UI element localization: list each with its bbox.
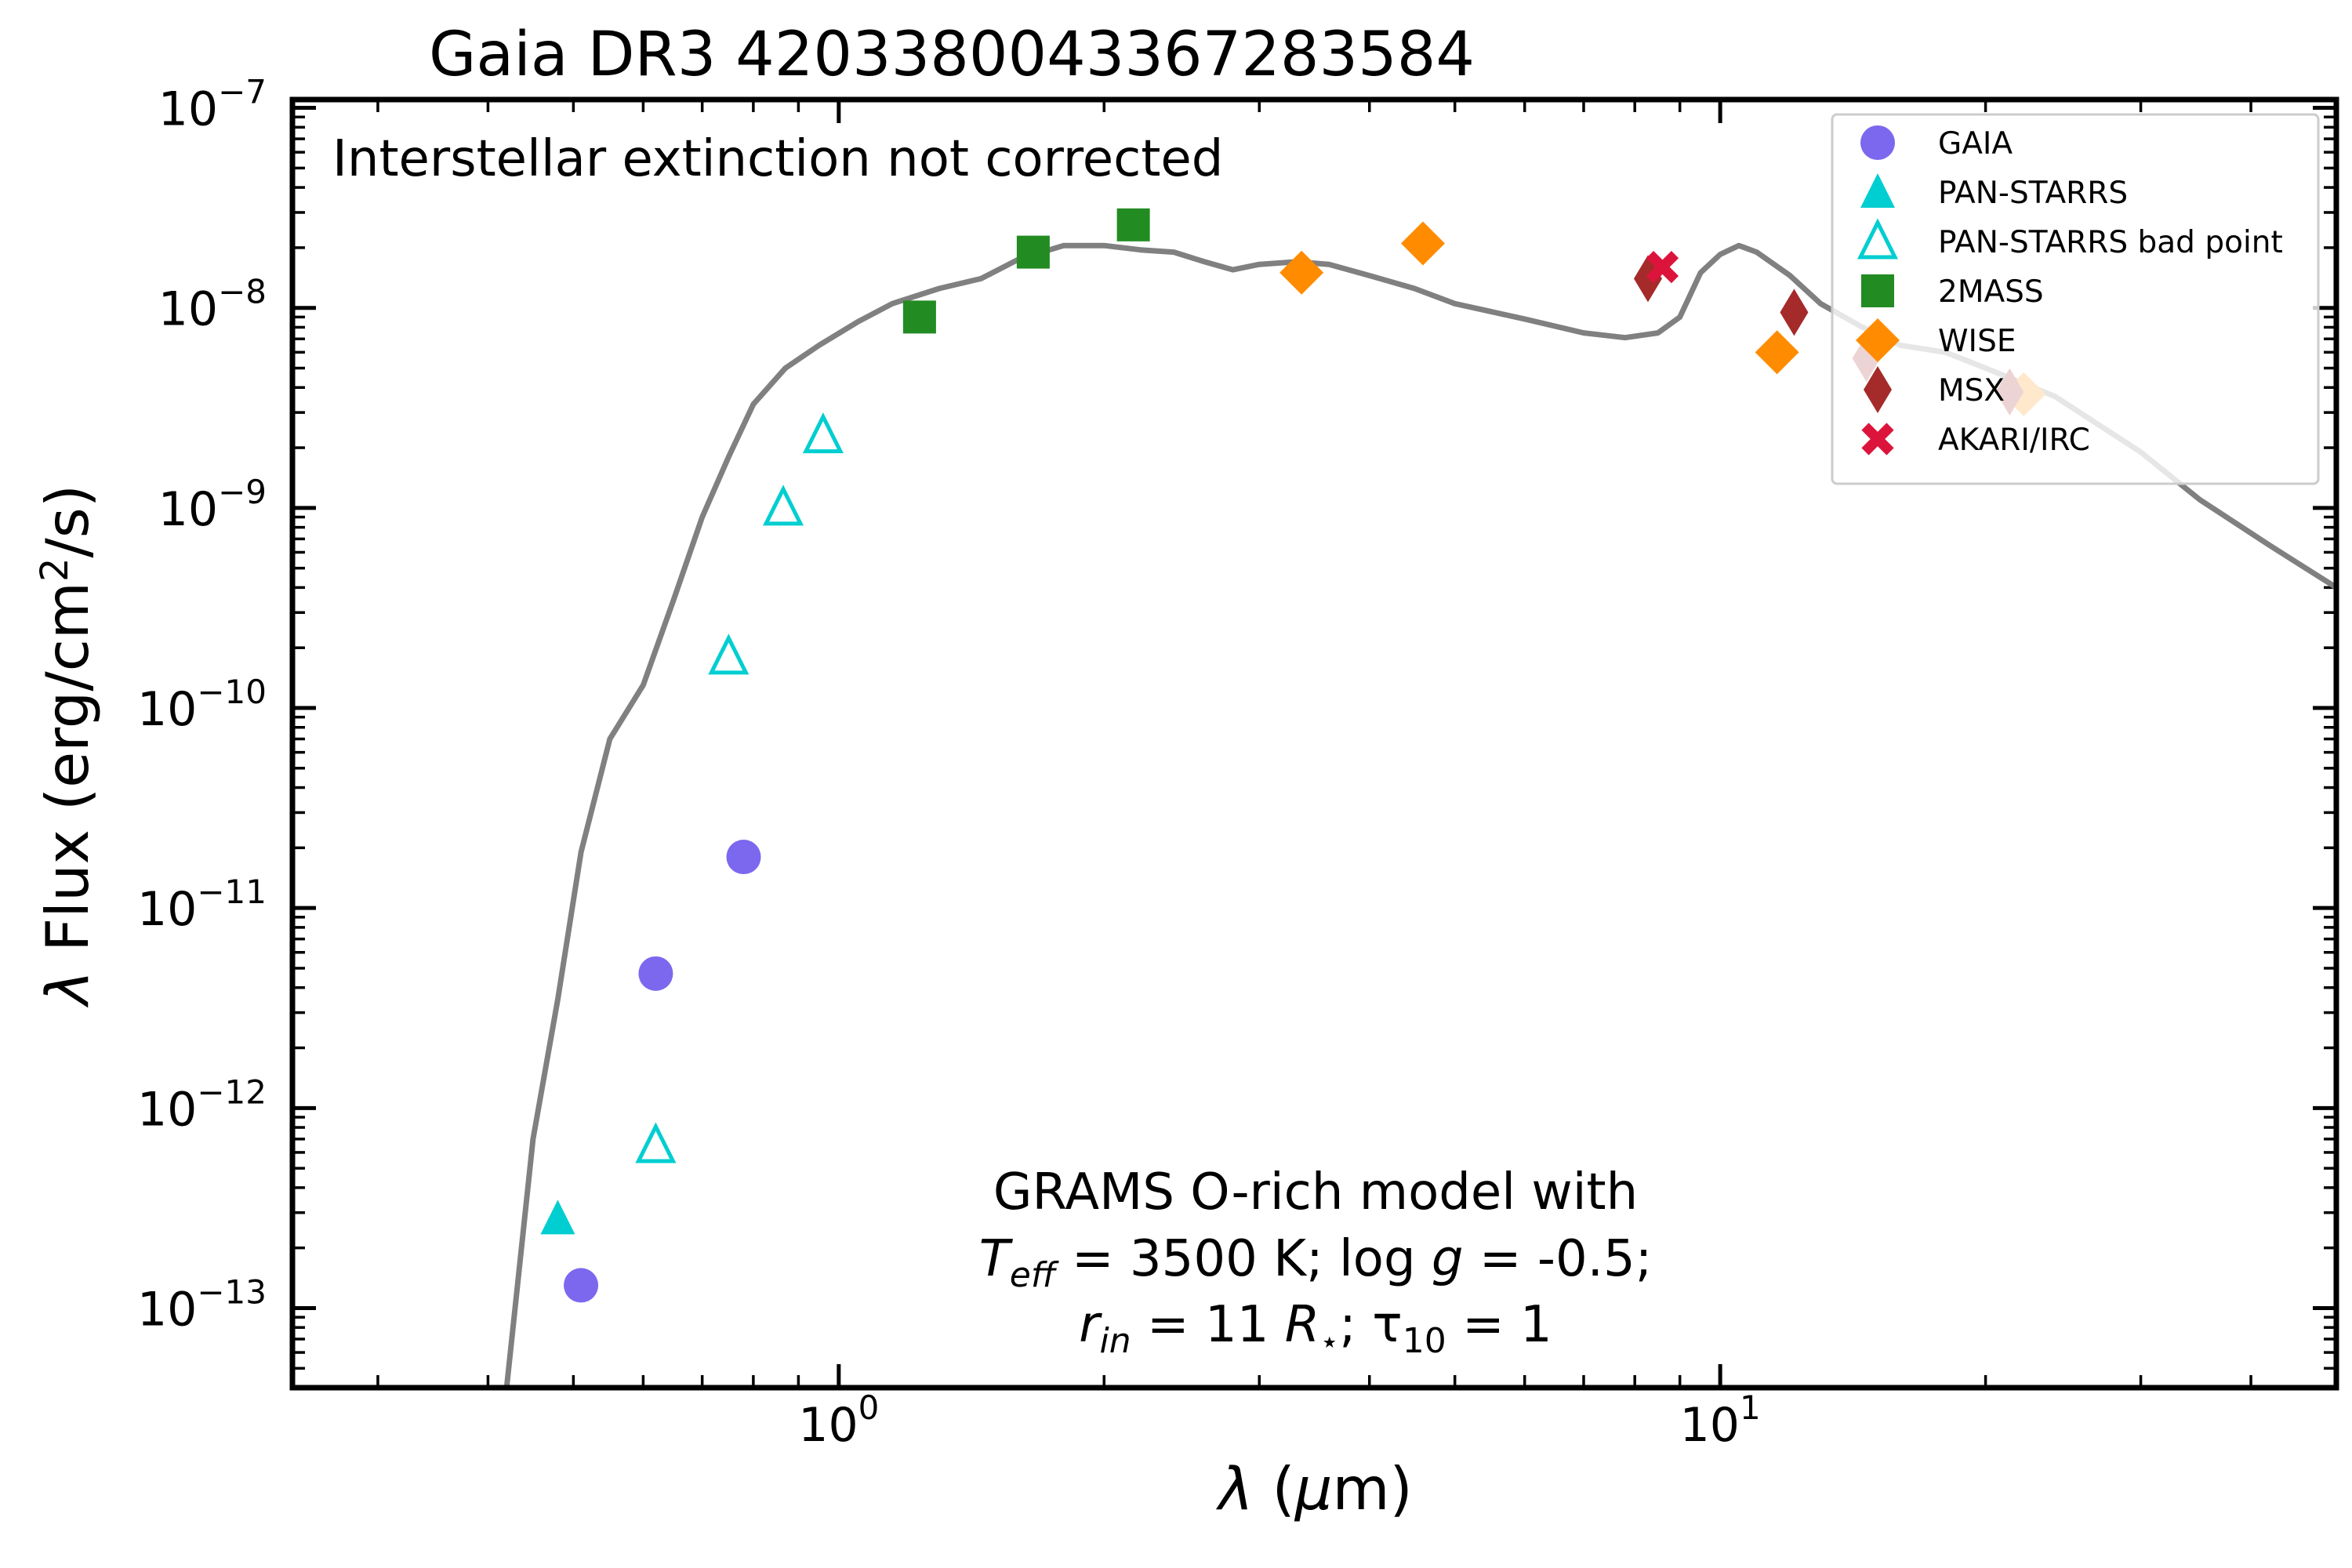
pan-starrs-bad-point-point (708, 633, 750, 675)
tick-labels: 100 101 10−7 10−8 10−9 10−10 10−11 10−12 10−13 (137, 73, 1761, 1453)
model-description-line1: GRAMS O-rich model with (993, 1163, 1638, 1221)
y-tick-label: 10−12 (137, 1073, 267, 1137)
wise-point (1755, 330, 1799, 375)
model-description: GRAMS O-rich model with Teff = 3500 K; l… (979, 1163, 1653, 1361)
pan-starrs-bad-point-point (635, 1122, 677, 1163)
legend-marker-msx (1864, 366, 1892, 413)
pan-starrs-bad-point-point (802, 412, 844, 454)
legend-label-pan-starrs: PAN-STARRS (1938, 176, 2128, 211)
y-tick-label: 10−8 (158, 273, 267, 337)
2mass-point (1116, 208, 1150, 241)
legend-label-wise: WISE (1938, 324, 2016, 359)
legend-marker-pan-starrs-bad-point (1857, 218, 1899, 260)
legend-marker-gaia (1860, 125, 1895, 160)
legend-marker-akari-irc (1861, 423, 1894, 456)
y-tick-label: 10−10 (137, 673, 267, 737)
wise-point (1400, 221, 1445, 266)
legend-marker-wise (1856, 318, 1900, 362)
chart-title: Gaia DR3 4203380043367283584 (429, 20, 1475, 90)
legend-marker-pan-starrs (1860, 173, 1895, 208)
akari-irc-point (1646, 251, 1679, 284)
legend-box (1831, 113, 2320, 485)
legend-label-2mass: 2MASS (1938, 274, 2044, 310)
msx-point (1780, 289, 1809, 336)
y-axis-label: λ Flux (erg/cm2/s) (33, 485, 102, 1008)
msx-point (1633, 255, 1662, 303)
legend-marker-2mass (1861, 274, 1894, 307)
legend-label-msx: MSX (1938, 373, 2005, 408)
model-description-line3: rin = 11 R⋆; τ10 = 1 (1079, 1296, 1552, 1361)
legend-label-pan-starrs-bad-point: PAN-STARRS bad point (1938, 225, 2283, 260)
x-axis-label: λ (μm) (1215, 1454, 1413, 1523)
model-description-line2: Teff = 3500 K; log g = -0.5; (979, 1230, 1653, 1295)
y-tick-label: 10−9 (158, 473, 267, 537)
y-tick-label: 10−7 (158, 73, 267, 137)
plot-frame (289, 96, 2339, 1391)
legend-label-gaia: GAIA (1938, 126, 2013, 162)
y-tick-label: 10−11 (137, 873, 267, 937)
pan-starrs-bad-point-point (762, 485, 804, 526)
extinction-note: Interstellar extinction not corrected (332, 130, 1223, 188)
2mass-point (902, 300, 936, 334)
x-tick-label: 101 (1680, 1388, 1761, 1453)
2mass-point (1016, 235, 1050, 269)
x-tick-label: 100 (798, 1388, 879, 1453)
gaia-point (564, 1268, 599, 1303)
gaia-point (638, 956, 673, 991)
y-tick-label: 10−13 (137, 1272, 267, 1337)
legend-label-akari-irc: AKARI/IRC (1938, 423, 2090, 458)
gaia-point (726, 840, 761, 875)
pan-starrs-point (540, 1200, 575, 1235)
legend: GAIA PAN-STARRS PAN-STARRS bad point 2MASS W… (1831, 113, 2320, 485)
wise-point (1279, 250, 1324, 295)
